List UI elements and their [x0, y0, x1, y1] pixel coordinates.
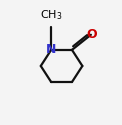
Text: CH$_3$: CH$_3$ — [40, 9, 62, 22]
Text: O: O — [86, 28, 97, 41]
Text: N: N — [46, 43, 56, 56]
